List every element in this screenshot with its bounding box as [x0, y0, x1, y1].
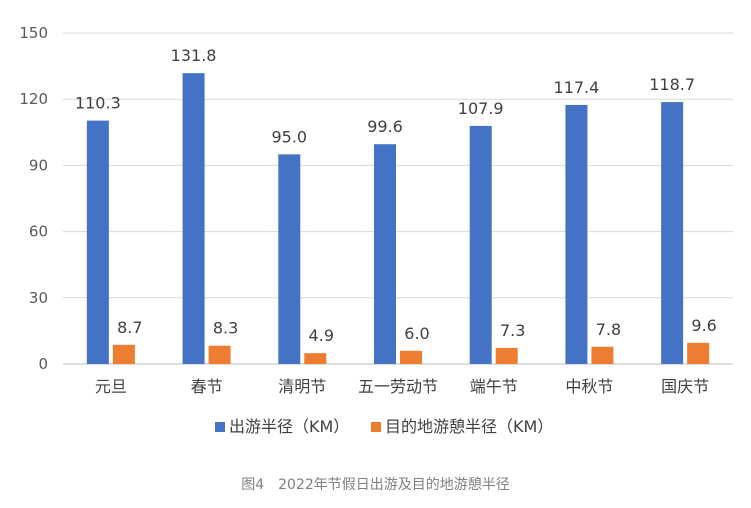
data-label: 107.9: [458, 99, 504, 118]
figure-caption: 图4 2022年节假日出游及目的地游憩半径: [241, 477, 510, 493]
data-label: 9.6: [691, 316, 716, 335]
bar-travel-radius: [86, 120, 109, 364]
y-tick-label: 150: [19, 24, 48, 42]
bar-recreation-radius: [591, 346, 614, 364]
data-label: 99.6: [367, 117, 403, 136]
legend-label: 目的地游憩半径（KM）: [385, 417, 553, 436]
data-label: 118.7: [649, 75, 695, 94]
y-tick-label: 0: [38, 355, 48, 373]
y-axis-ticks: 0 30 60 90 120 150: [19, 24, 48, 373]
data-label: 6.0: [404, 324, 429, 343]
x-axis-categories: 元旦 春节 清明节 五一劳动节 端午节 中秋节 国庆节: [95, 377, 709, 396]
data-label: 131.8: [171, 46, 217, 65]
bar-chart: 0 30 60 90 120 150 110.3 8.7 131.8 8.3 95.0 4.9 99.…: [19, 24, 733, 436]
data-labels: 110.3 8.7 131.8 8.3 95.0 4.9 99.6 6.0 107.9 7.3 11…: [75, 46, 717, 345]
bar-travel-radius: [565, 104, 588, 365]
bar-travel-radius: [469, 125, 492, 364]
x-category-label: 国庆节: [661, 377, 709, 396]
data-label: 7.3: [500, 321, 525, 340]
x-category-label: 元旦: [95, 377, 127, 396]
gridlines: [63, 32, 733, 365]
legend-swatch: [371, 422, 381, 432]
bar-travel-radius: [278, 154, 301, 364]
x-category-label: 端午节: [470, 377, 518, 396]
x-category-label: 中秋节: [565, 377, 613, 396]
x-category-label: 春节: [191, 377, 223, 396]
bar-recreation-radius: [112, 344, 135, 364]
bar-travel-radius: [374, 144, 396, 364]
data-label: 7.8: [596, 320, 621, 339]
y-tick-label: 30: [29, 289, 48, 307]
data-label: 8.3: [213, 319, 238, 338]
bar-recreation-radius: [400, 350, 422, 364]
bar-travel-radius: [661, 102, 684, 364]
legend-swatch: [215, 422, 225, 432]
bar-recreation-radius: [687, 342, 710, 364]
y-tick-label: 60: [29, 223, 48, 241]
y-tick-label: 120: [19, 90, 48, 108]
bar-recreation-radius: [208, 345, 231, 364]
data-label: 95.0: [271, 127, 307, 146]
bars: [86, 73, 710, 365]
bar-recreation-radius: [495, 347, 518, 364]
x-category-label: 清明节: [278, 377, 326, 396]
y-tick-label: 90: [29, 156, 48, 174]
data-label: 8.7: [117, 318, 142, 337]
legend: 出游半径（KM） 目的地游憩半径（KM）: [215, 417, 553, 436]
x-category-label: 五一劳动节: [358, 377, 438, 396]
bar-recreation-radius: [304, 353, 327, 364]
data-label: 117.4: [554, 78, 600, 97]
data-label: 110.3: [75, 94, 121, 113]
data-label: 4.9: [309, 326, 334, 345]
bar-travel-radius: [182, 73, 205, 365]
legend-label: 出游半径（KM）: [229, 417, 349, 436]
